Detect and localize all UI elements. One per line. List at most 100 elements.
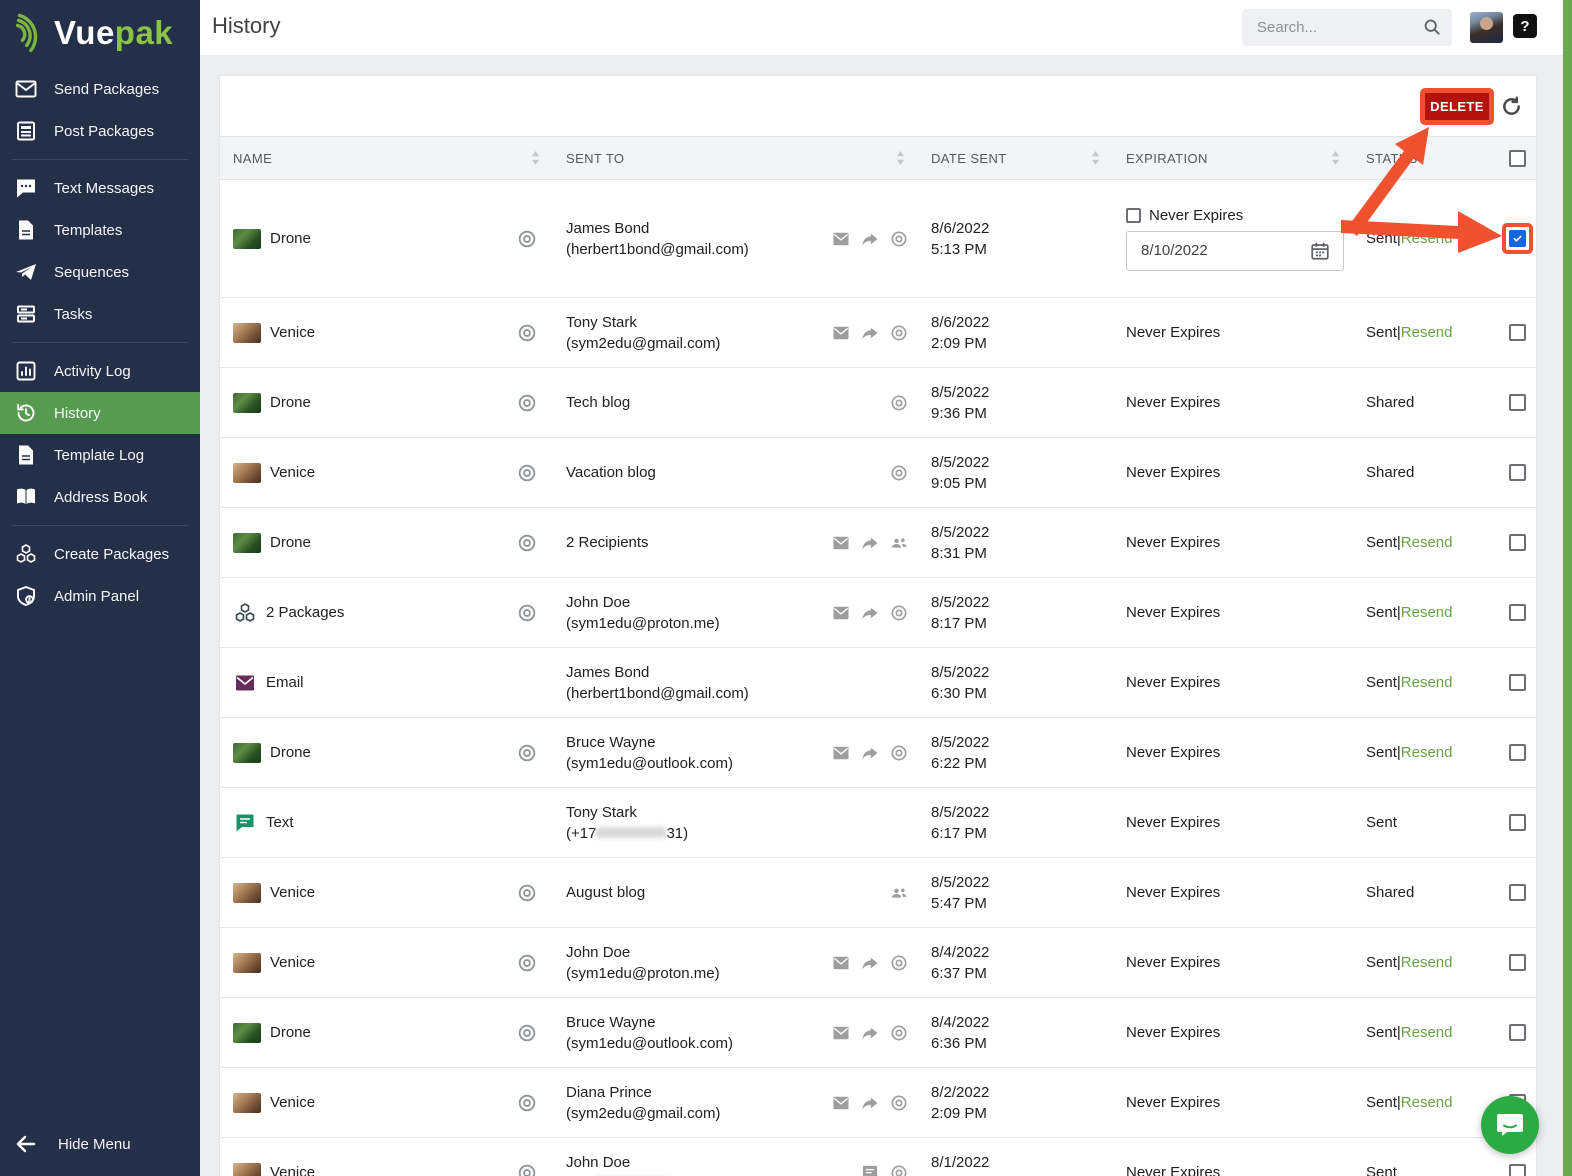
group-icon[interactable] [889, 883, 909, 903]
row-checkbox[interactable] [1508, 1164, 1526, 1176]
forward-icon[interactable] [860, 1093, 880, 1113]
sort-icon [1331, 151, 1340, 165]
package-name: Email [266, 674, 304, 691]
forward-icon[interactable] [860, 743, 880, 763]
column-header-date-sent[interactable]: DATE SENT [931, 151, 1126, 166]
user-avatar[interactable] [1470, 12, 1503, 43]
sidebar-item-activity-log[interactable]: Activity Log [0, 350, 200, 392]
row-checkbox[interactable] [1508, 1024, 1526, 1041]
eye-icon[interactable] [516, 742, 538, 764]
resend-link[interactable]: Resend [1400, 954, 1453, 971]
eye-icon[interactable] [516, 952, 538, 974]
eye-icon[interactable] [516, 228, 538, 250]
app-logo[interactable]: Vuepak [0, 0, 200, 68]
sidebar-item-post-packages[interactable]: Post Packages [0, 110, 200, 152]
envelope-icon[interactable] [831, 743, 851, 763]
forward-icon[interactable] [860, 1023, 880, 1043]
eye-icon[interactable] [516, 1162, 538, 1176]
envelope-icon[interactable] [831, 533, 851, 553]
row-checkbox[interactable] [1508, 534, 1526, 551]
sidebar-nav: Send Packages Post Packages Text Message… [0, 68, 200, 617]
column-header-sent-to[interactable]: SENT TO [566, 151, 931, 166]
eye-icon[interactable] [889, 463, 909, 483]
forward-icon[interactable] [860, 953, 880, 973]
eye-icon[interactable] [516, 532, 538, 554]
resend-link[interactable]: Resend [1400, 674, 1453, 691]
chat-icon [14, 176, 38, 200]
expiration-date-input[interactable]: 8/10/2022 [1126, 230, 1344, 271]
intercom-chat-icon [1497, 1114, 1523, 1136]
row-checkbox[interactable] [1508, 464, 1526, 481]
row-checkbox[interactable] [1508, 954, 1526, 971]
row-checkbox[interactable] [1508, 604, 1526, 621]
eye-icon[interactable] [516, 602, 538, 624]
envelope-icon[interactable] [831, 323, 851, 343]
never-expires-checkbox[interactable] [1126, 207, 1141, 223]
sidebar-item-text-messages[interactable]: Text Messages [0, 167, 200, 209]
row-checkbox[interactable] [1508, 814, 1526, 831]
sidebar-item-sequences[interactable]: Sequences [0, 251, 200, 293]
search-input[interactable] [1242, 9, 1452, 46]
eye-icon[interactable] [889, 1023, 909, 1043]
envelope-icon[interactable] [831, 953, 851, 973]
sidebar-item-send-packages[interactable]: Send Packages [0, 68, 200, 110]
column-header-expiration[interactable]: EXPIRATION [1126, 151, 1366, 166]
column-header-status[interactable]: STATUS [1366, 150, 1418, 166]
forward-icon[interactable] [860, 603, 880, 623]
eye-icon[interactable] [516, 882, 538, 904]
sidebar-item-templates[interactable]: Templates [0, 209, 200, 251]
search-icon[interactable] [1422, 17, 1442, 37]
app-name: Vuepak [54, 14, 174, 51]
eye-icon[interactable] [516, 1022, 538, 1044]
refresh-icon[interactable] [1500, 95, 1523, 118]
delete-button[interactable]: DELETE [1420, 88, 1494, 125]
eye-icon[interactable] [889, 743, 909, 763]
group-icon[interactable] [889, 533, 909, 553]
row-checkbox[interactable] [1508, 884, 1526, 901]
sidebar-item-tasks[interactable]: Tasks [0, 293, 200, 335]
sidebar-item-history[interactable]: History [0, 392, 200, 434]
hide-menu-button[interactable]: Hide Menu [0, 1122, 200, 1166]
row-checkbox[interactable] [1508, 744, 1526, 761]
resend-link[interactable]: Resend [1400, 1094, 1453, 1111]
resend-link[interactable]: Resend [1400, 324, 1453, 341]
select-all-checkbox[interactable] [1508, 149, 1526, 167]
row-checkbox[interactable] [1508, 674, 1526, 691]
eye-icon[interactable] [889, 229, 909, 249]
envelope-icon[interactable] [831, 1093, 851, 1113]
eye-icon[interactable] [516, 462, 538, 484]
envelope-icon[interactable] [831, 603, 851, 623]
row-checkbox[interactable] [1508, 230, 1526, 247]
forward-icon[interactable] [860, 229, 880, 249]
sidebar-item-create-packages[interactable]: Create Packages [0, 533, 200, 575]
eye-icon[interactable] [889, 323, 909, 343]
chat-bubble-button[interactable] [1481, 1096, 1539, 1154]
sms-icon[interactable] [860, 1163, 880, 1176]
resend-link[interactable]: Resend [1400, 744, 1453, 761]
row-checkbox[interactable] [1508, 394, 1526, 411]
eye-icon[interactable] [889, 1093, 909, 1113]
eye-icon[interactable] [516, 322, 538, 344]
eye-icon[interactable] [516, 392, 538, 414]
forward-icon[interactable] [860, 533, 880, 553]
sidebar-item-template-log[interactable]: Template Log [0, 434, 200, 476]
resend-link[interactable]: Resend [1400, 230, 1453, 247]
resend-link[interactable]: Resend [1400, 534, 1453, 551]
eye-icon[interactable] [889, 1163, 909, 1176]
row-checkbox[interactable] [1508, 324, 1526, 341]
sidebar-item-label: Templates [54, 221, 123, 239]
eye-icon[interactable] [889, 953, 909, 973]
forward-icon[interactable] [860, 323, 880, 343]
envelope-icon[interactable] [831, 229, 851, 249]
envelope-icon[interactable] [831, 1023, 851, 1043]
help-button[interactable]: ? [1513, 14, 1537, 38]
sidebar-item-admin-panel[interactable]: Admin Panel [0, 575, 200, 617]
eye-icon[interactable] [889, 603, 909, 623]
eye-icon[interactable] [516, 1092, 538, 1114]
resend-link[interactable]: Resend [1400, 604, 1453, 621]
email-type-icon [233, 671, 257, 695]
sidebar-item-address-book[interactable]: Address Book [0, 476, 200, 518]
eye-icon[interactable] [889, 393, 909, 413]
column-header-name[interactable]: NAME [233, 151, 566, 166]
resend-link[interactable]: Resend [1400, 1024, 1453, 1041]
